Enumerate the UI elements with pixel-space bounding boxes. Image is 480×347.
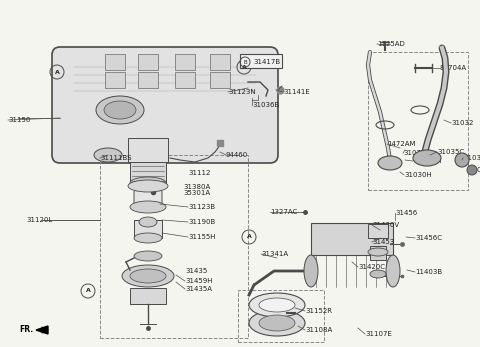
Bar	[130, 288, 166, 304]
Text: 31341A: 31341A	[261, 251, 288, 257]
Text: 31417B: 31417B	[253, 59, 280, 65]
Bar	[210, 72, 230, 88]
Text: A: A	[241, 65, 246, 69]
Text: 35301A: 35301A	[183, 190, 210, 196]
Ellipse shape	[130, 201, 166, 213]
Text: 31435A: 31435A	[185, 286, 212, 292]
Text: 31071H: 31071H	[403, 150, 431, 156]
Bar	[105, 72, 125, 88]
Bar	[130, 159, 166, 183]
Ellipse shape	[130, 269, 166, 283]
Ellipse shape	[249, 310, 305, 336]
Text: 31459H: 31459H	[185, 278, 213, 284]
Ellipse shape	[368, 248, 388, 256]
Text: 11403B: 11403B	[415, 269, 442, 275]
Bar	[100, 155, 248, 338]
Ellipse shape	[249, 293, 305, 317]
Text: 31108A: 31108A	[305, 327, 332, 333]
Text: 31120L: 31120L	[26, 217, 52, 223]
Ellipse shape	[104, 101, 136, 119]
Bar	[175, 72, 195, 88]
Text: A: A	[55, 69, 60, 75]
Ellipse shape	[259, 298, 295, 312]
Bar	[175, 54, 195, 70]
Ellipse shape	[370, 270, 386, 278]
Ellipse shape	[96, 96, 144, 124]
Ellipse shape	[128, 180, 168, 192]
Text: 31112: 31112	[188, 170, 210, 176]
Text: 31032: 31032	[451, 120, 473, 126]
Text: 1327AC: 1327AC	[270, 209, 297, 215]
Text: 31190B: 31190B	[188, 219, 215, 225]
Bar	[368, 52, 468, 190]
Text: 31123B: 31123B	[188, 204, 215, 210]
FancyBboxPatch shape	[52, 47, 278, 163]
Text: 1472AM: 1472AM	[387, 141, 416, 147]
Text: 31030H: 31030H	[404, 172, 432, 178]
Text: A: A	[247, 235, 252, 239]
Ellipse shape	[386, 255, 400, 287]
Text: 31420C: 31420C	[358, 264, 385, 270]
Ellipse shape	[259, 315, 295, 331]
Bar	[128, 138, 168, 162]
Ellipse shape	[122, 265, 174, 287]
Ellipse shape	[413, 150, 441, 166]
Bar	[134, 220, 162, 238]
Text: 1125AD: 1125AD	[377, 41, 405, 47]
Text: 31111BS: 31111BS	[100, 155, 132, 161]
Text: 31141E: 31141E	[283, 89, 310, 95]
Text: B: B	[243, 59, 247, 65]
Text: 31380A: 31380A	[183, 184, 210, 190]
Bar	[238, 290, 324, 342]
Text: 31035C: 31035C	[437, 149, 464, 155]
Text: 31456C: 31456C	[415, 235, 442, 241]
Ellipse shape	[130, 177, 166, 189]
Text: 31107E: 31107E	[365, 331, 392, 337]
Bar	[210, 54, 230, 70]
Text: FR.: FR.	[19, 325, 33, 335]
Text: 31453: 31453	[372, 239, 394, 245]
Polygon shape	[36, 326, 48, 334]
Bar	[138, 72, 158, 88]
Bar	[240, 54, 282, 68]
Text: 31435: 31435	[185, 268, 207, 274]
Bar	[311, 223, 393, 255]
Text: 31039: 31039	[463, 155, 480, 161]
Text: 81704A: 81704A	[440, 65, 467, 71]
Bar	[105, 54, 125, 70]
Ellipse shape	[378, 156, 402, 170]
Ellipse shape	[455, 153, 469, 167]
Text: 31123N: 31123N	[228, 89, 256, 95]
Ellipse shape	[139, 217, 157, 227]
Text: 94460: 94460	[226, 152, 248, 158]
Text: 31456: 31456	[395, 210, 417, 216]
Bar	[370, 246, 386, 260]
Text: 31417B: 31417B	[249, 64, 276, 70]
Ellipse shape	[134, 233, 162, 243]
Text: 31036B: 31036B	[252, 102, 279, 108]
Text: 1472AM: 1472AM	[413, 158, 442, 164]
Text: A: A	[85, 288, 90, 294]
Ellipse shape	[134, 251, 162, 261]
Bar	[368, 224, 388, 238]
Text: 31150: 31150	[8, 117, 30, 123]
Bar	[138, 54, 158, 70]
Text: 31010: 31010	[468, 167, 480, 173]
FancyBboxPatch shape	[134, 190, 162, 210]
Text: 31152R: 31152R	[305, 308, 332, 314]
Text: 31430V: 31430V	[372, 222, 399, 228]
Circle shape	[467, 165, 477, 175]
Ellipse shape	[94, 148, 122, 162]
Text: 31155H: 31155H	[188, 234, 216, 240]
Ellipse shape	[304, 255, 318, 287]
